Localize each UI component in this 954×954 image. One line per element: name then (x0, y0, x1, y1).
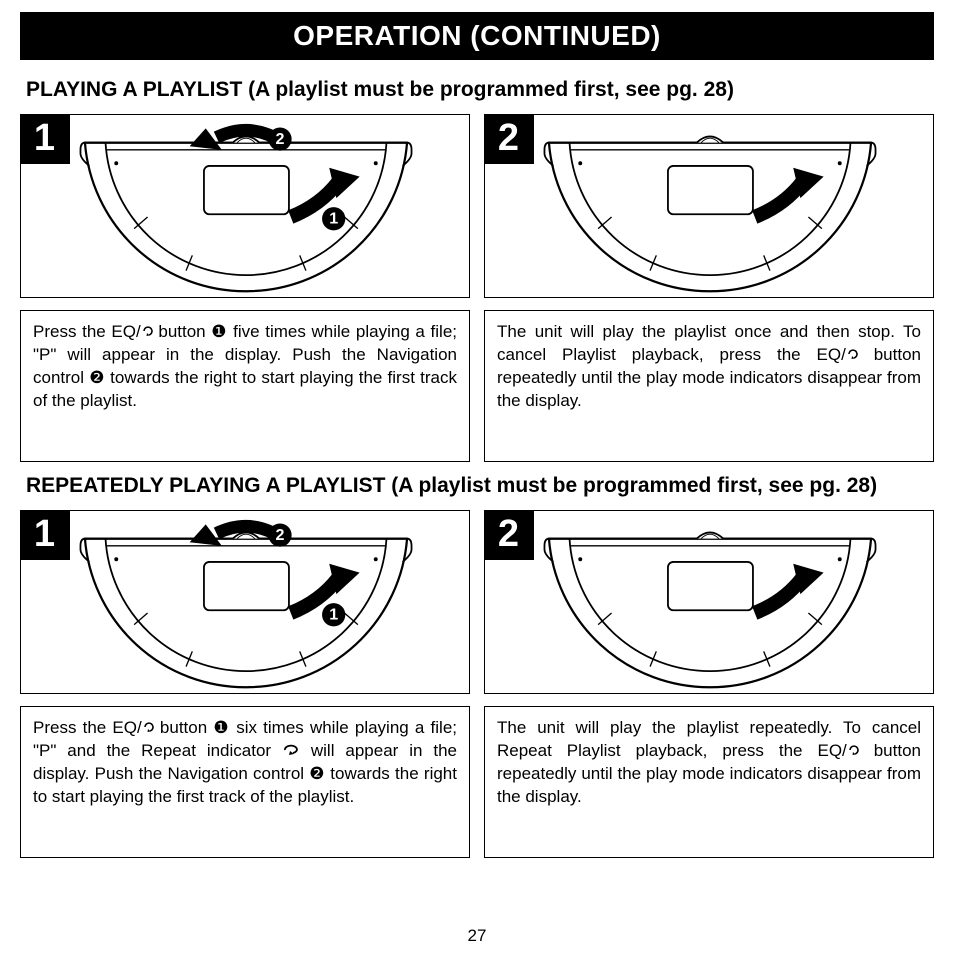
step-a1-panel: 1 1 2 (20, 114, 470, 298)
eq-repeat-icon (141, 325, 153, 339)
device-diagram-b1: 1 2 (51, 519, 441, 689)
step-b2-number: 2 (484, 510, 534, 560)
step-a1-number: 1 (20, 114, 70, 164)
device-diagram-a2 (515, 123, 905, 293)
section-b-title: REPEATEDLY PLAYING A PLAYLIST (A playlis… (26, 474, 928, 498)
svg-text:2: 2 (276, 526, 285, 544)
section-a-illustration-row: 1 1 2 2 (20, 114, 934, 298)
step-a2-number: 2 (484, 114, 534, 164)
eq-repeat-icon (847, 744, 859, 758)
step-a2-text: The unit will play the playlist once and… (484, 310, 934, 462)
step-b1-panel: 1 1 2 (20, 510, 470, 694)
section-a-text-row: Press the EQ/ button ❶ five times while … (20, 310, 934, 462)
eq-repeat-icon (142, 721, 154, 735)
section-b-text-row: Press the EQ/ button ❶ six times while p… (20, 706, 934, 858)
step-b2-panel: 2 (484, 510, 934, 694)
step-a1-text-a: Press the EQ/ (33, 322, 141, 341)
svg-text:1: 1 (329, 606, 338, 624)
step-b1-text-a: Press the EQ/ (33, 718, 142, 737)
step-b1-text: Press the EQ/ button ❶ six times while p… (20, 706, 470, 858)
section-a-title: PLAYING A PLAYLIST (A playlist must be p… (26, 78, 928, 102)
section-b-illustration-row: 1 1 2 2 (20, 510, 934, 694)
repeat-indicator-icon (282, 744, 300, 758)
step-a1-text: Press the EQ/ button ❶ five times while … (20, 310, 470, 462)
device-diagram-b2 (515, 519, 905, 689)
device-diagram-a1: 1 2 (51, 123, 441, 293)
step-b2-text: The unit will play the playlist repeated… (484, 706, 934, 858)
svg-text:2: 2 (276, 130, 285, 148)
step-a2-panel: 2 (484, 114, 934, 298)
page-header: OPERATION (CONTINUED) (20, 12, 934, 60)
step-b1-number: 1 (20, 510, 70, 560)
eq-repeat-icon (846, 348, 858, 362)
svg-text:1: 1 (329, 210, 338, 228)
page-number: 27 (0, 926, 954, 946)
